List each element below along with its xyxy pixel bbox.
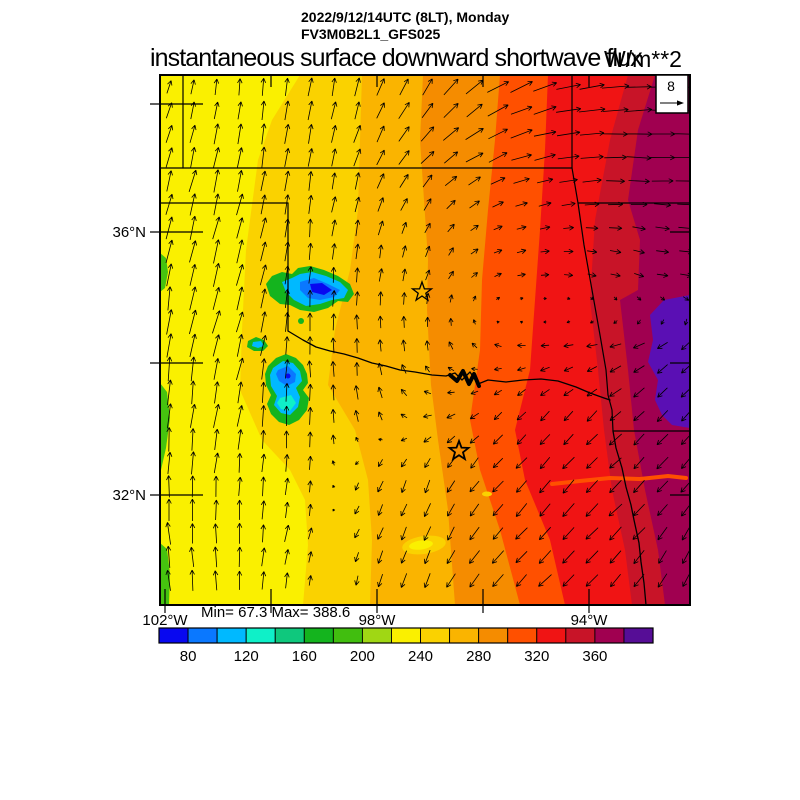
bright-spot xyxy=(409,540,433,550)
units-label: W/m**2 xyxy=(604,46,682,72)
border-tx-la-sabine xyxy=(612,430,647,605)
colorbar-cell xyxy=(391,627,421,644)
colorbar-cell xyxy=(565,627,596,644)
colorbar-cell xyxy=(420,627,451,644)
colorbar-cell xyxy=(274,627,305,644)
colorbar-cell xyxy=(478,627,509,644)
cloud-patch xyxy=(252,341,264,348)
lat-label: 36°N xyxy=(112,224,146,241)
bright-spot xyxy=(482,491,492,497)
colorbar-label: 280 xyxy=(466,648,491,665)
flux-streak xyxy=(550,473,688,486)
reference-vector-frame xyxy=(655,74,689,114)
star-marker xyxy=(410,280,434,302)
colorbar-cell xyxy=(187,627,218,644)
wind-vector-field xyxy=(165,77,690,591)
lat-label: 32°N xyxy=(112,487,146,504)
plot-title: instantaneous surface downward shortwave… xyxy=(150,44,643,72)
colorbar-label: 80 xyxy=(180,648,197,665)
shortwave-flux-field xyxy=(160,75,690,605)
datetime-line: 2022/9/12/14UTC (8LT), Monday xyxy=(301,9,510,25)
colorbar-cell xyxy=(158,627,189,644)
colorbar-label: 120 xyxy=(234,648,259,665)
colorbar: 80 120 160 200 240 280 320 360 xyxy=(158,627,654,665)
colorbar-cell xyxy=(449,627,480,644)
state-borders xyxy=(160,75,690,605)
colorbar-label: 320 xyxy=(524,648,549,665)
star-marker xyxy=(447,438,471,462)
cloud-dot xyxy=(285,373,291,379)
minmax-text: Min= 67.3 Max= 388.6 xyxy=(201,604,351,621)
colorbar-label: 360 xyxy=(582,648,607,665)
colorbar-cell xyxy=(536,627,567,644)
lon-label: 102°W xyxy=(142,612,188,629)
colorbar-cell xyxy=(332,627,363,644)
map-frame xyxy=(159,74,691,606)
cloud-dot xyxy=(298,318,304,324)
lon-label: 94°W xyxy=(571,612,609,629)
reference-vector-arrowhead xyxy=(677,100,684,106)
colorbar-label: 160 xyxy=(292,648,317,665)
colorbar-label: 240 xyxy=(408,648,433,665)
border-tx-ar xyxy=(607,394,614,432)
colorbar-label: 200 xyxy=(350,648,375,665)
colorbar-cell xyxy=(623,627,654,644)
colorbar-cell xyxy=(216,627,247,644)
cloud-patch xyxy=(277,395,296,411)
reference-vector-box: 8 xyxy=(655,74,689,114)
axes: 36°N 32°N 102°W 98°W 94°W xyxy=(112,75,690,629)
model-line: FV3M0B2L1_GFS025 xyxy=(301,26,441,42)
lon-label: 98°W xyxy=(359,612,397,629)
colorbar-cell xyxy=(594,627,625,644)
wind-arrows xyxy=(165,77,690,591)
colorbar-frame xyxy=(158,627,654,644)
star-markers xyxy=(410,280,471,462)
colorbar-cell xyxy=(245,627,276,644)
colorbar-cell xyxy=(303,627,334,644)
border-red-river xyxy=(287,330,611,401)
colorbar-cell xyxy=(361,627,392,644)
cloud-patch xyxy=(310,283,332,295)
border-lake-texoma xyxy=(448,369,481,388)
reference-vector-value: 8 xyxy=(667,78,675,94)
flux-band xyxy=(160,543,170,605)
colorbar-cell xyxy=(507,627,538,644)
